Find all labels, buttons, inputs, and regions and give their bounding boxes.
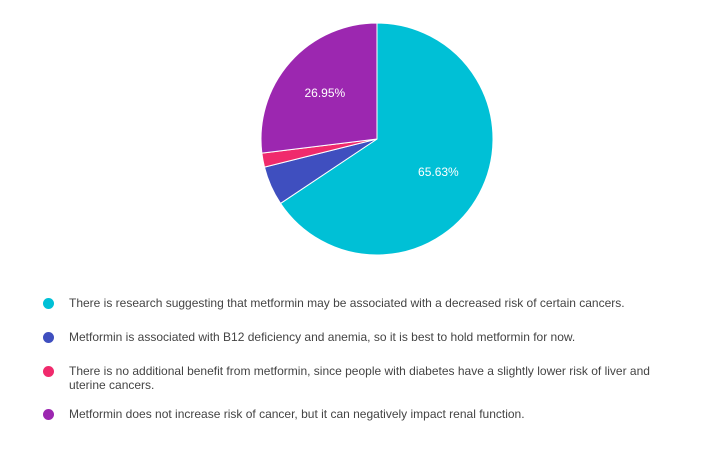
legend-item-no-additional-benefit[interactable]: There is no additional benefit from metf…	[43, 364, 683, 392]
pie-slice-data-label: 26.95%	[305, 86, 346, 100]
legend-dot	[43, 298, 54, 309]
legend-label: There is research suggesting that metfor…	[69, 296, 625, 310]
pie-slice-data-label: 65.63%	[418, 165, 459, 179]
legend-label: There is no additional benefit from metf…	[69, 364, 650, 392]
legend-label: Metformin is associated with B12 deficie…	[69, 330, 576, 344]
pie-slice-research-decreased-risk[interactable]	[279, 22, 494, 256]
legend-item-renal-function[interactable]: Metformin does not increase risk of canc…	[43, 407, 683, 421]
legend-dot	[43, 409, 54, 420]
legend: There is research suggesting that metfor…	[43, 296, 683, 436]
legend-item-b12-deficiency[interactable]: Metformin is associated with B12 deficie…	[43, 330, 683, 344]
pie-chart-svg: 65.63% 26.95%	[260, 22, 494, 256]
legend-dot	[43, 332, 54, 343]
legend-label: Metformin does not increase risk of canc…	[69, 407, 525, 421]
legend-item-research-decreased-risk[interactable]: There is research suggesting that metfor…	[43, 296, 683, 310]
legend-dot	[43, 366, 54, 377]
pie-slice-renal-function[interactable]	[260, 22, 378, 154]
